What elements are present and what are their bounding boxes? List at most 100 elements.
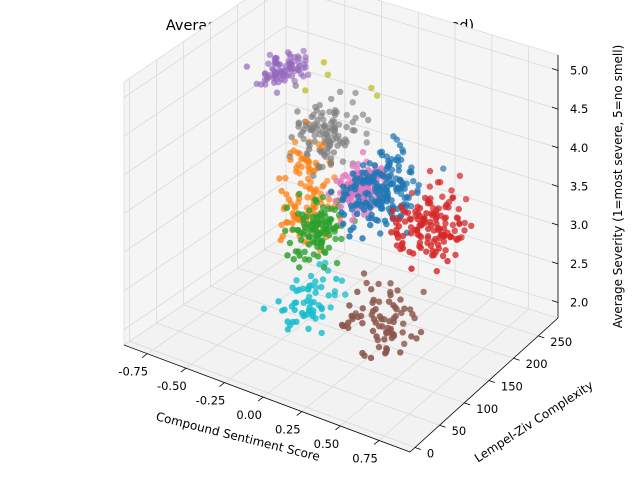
- scatter-point: [288, 66, 295, 73]
- scatter-point: [313, 107, 320, 114]
- scatter-point: [442, 247, 449, 254]
- scatter-point: [304, 175, 312, 183]
- scatter-point: [462, 196, 470, 203]
- scatter-point: [292, 248, 300, 255]
- scatter-point: [432, 216, 439, 223]
- scatter-point: [316, 164, 323, 171]
- scatter-point: [302, 122, 309, 129]
- scatter-point: [320, 264, 328, 271]
- scatter-point: [313, 199, 320, 206]
- scatter-point: [354, 165, 361, 173]
- scatter-point: [319, 313, 326, 320]
- scatter-point: [308, 113, 315, 121]
- scatter-point: [319, 109, 326, 117]
- scatter-point: [282, 174, 289, 182]
- x-tick-mark: [257, 396, 264, 402]
- x-grid-line: [378, 46, 529, 441]
- scatter-point: [315, 141, 322, 148]
- x-tick-mark: [296, 411, 303, 416]
- scatter-point: [369, 327, 377, 335]
- scatter-point: [395, 162, 402, 170]
- scatter-point: [300, 47, 307, 55]
- scatter-point: [299, 285, 307, 292]
- scatter-point: [319, 183, 326, 190]
- scatter-point: [379, 323, 386, 330]
- scatter-point: [410, 178, 417, 185]
- scatter-point: [353, 200, 360, 208]
- scatter-points: [243, 47, 475, 362]
- scatter-point: [449, 194, 457, 201]
- y-axis-line: [409, 317, 559, 453]
- scatter-point: [368, 84, 375, 92]
- scatter-point: [392, 175, 400, 182]
- scatter-point: [426, 167, 434, 175]
- scatter-point: [295, 216, 302, 223]
- scatter-point: [342, 171, 349, 179]
- scatter-point: [416, 205, 424, 212]
- scatter-point: [461, 227, 468, 234]
- y-tick-label: 150: [501, 380, 523, 394]
- scatter-point: [383, 346, 391, 353]
- z-tick-mark: [551, 106, 559, 110]
- scatter-point: [320, 59, 328, 66]
- scatter-point: [309, 219, 316, 227]
- scatter-point: [390, 318, 397, 326]
- scatter-point: [325, 205, 332, 212]
- y-grid-line: [210, 285, 490, 381]
- scatter-point: [325, 196, 333, 203]
- scatter-point: [433, 210, 440, 218]
- scatter-point: [327, 155, 335, 162]
- scatter-point: [360, 206, 368, 213]
- x-tick-mark: [180, 367, 187, 373]
- scatter-point: [366, 160, 373, 167]
- z-tick-mark: [551, 261, 559, 265]
- scatter-point: [305, 241, 313, 248]
- scatter-point: [326, 142, 334, 149]
- scatter-point: [408, 189, 416, 197]
- scatter-point: [374, 169, 381, 176]
- scatter-point: [440, 225, 448, 232]
- scatter-point: [389, 180, 397, 187]
- scatter-point: [296, 190, 303, 198]
- scatter-point: [395, 167, 402, 174]
- scatter-point: [444, 257, 451, 265]
- scatter-point: [319, 128, 326, 136]
- scatter-point: [367, 204, 374, 211]
- y-grid-line: [129, 340, 416, 448]
- scatter-point: [339, 197, 346, 204]
- scatter-point: [279, 233, 286, 240]
- scatter-point: [455, 205, 462, 213]
- scatter-point: [388, 229, 395, 236]
- y-tick-mark: [538, 335, 545, 339]
- scatter-point: [352, 89, 359, 97]
- scatter-point: [416, 243, 423, 250]
- scatter-point: [433, 267, 440, 275]
- x-tick-label: -0.25: [196, 394, 226, 408]
- scatter-point: [426, 183, 433, 190]
- scatter-point: [329, 117, 336, 124]
- scatter-point: [317, 212, 325, 219]
- scatter-point: [383, 198, 391, 205]
- scatter-point: [331, 111, 339, 119]
- scatter-point: [289, 226, 297, 233]
- scatter-point: [314, 253, 322, 260]
- x-tick-mark: [373, 440, 380, 445]
- scatter-point: [318, 305, 326, 313]
- scatter-point: [417, 328, 425, 336]
- scatter-point: [340, 220, 347, 228]
- z-tick-label: 4.5: [570, 102, 588, 116]
- scatter-point: [408, 265, 415, 272]
- scatter-point: [377, 230, 384, 237]
- x-tick-label: -0.75: [118, 365, 148, 379]
- y-grid-line: [183, 304, 465, 404]
- scatter-point: [312, 284, 320, 291]
- scatter-point: [312, 289, 319, 296]
- scatter-point: [346, 302, 353, 309]
- scatter-point: [296, 264, 303, 271]
- scatter-point: [348, 194, 355, 202]
- scatter-point: [260, 305, 268, 312]
- scatter-point: [333, 259, 341, 267]
- scatter-point: [408, 333, 415, 340]
- scatter-point: [359, 320, 366, 327]
- scatter-point: [349, 119, 356, 126]
